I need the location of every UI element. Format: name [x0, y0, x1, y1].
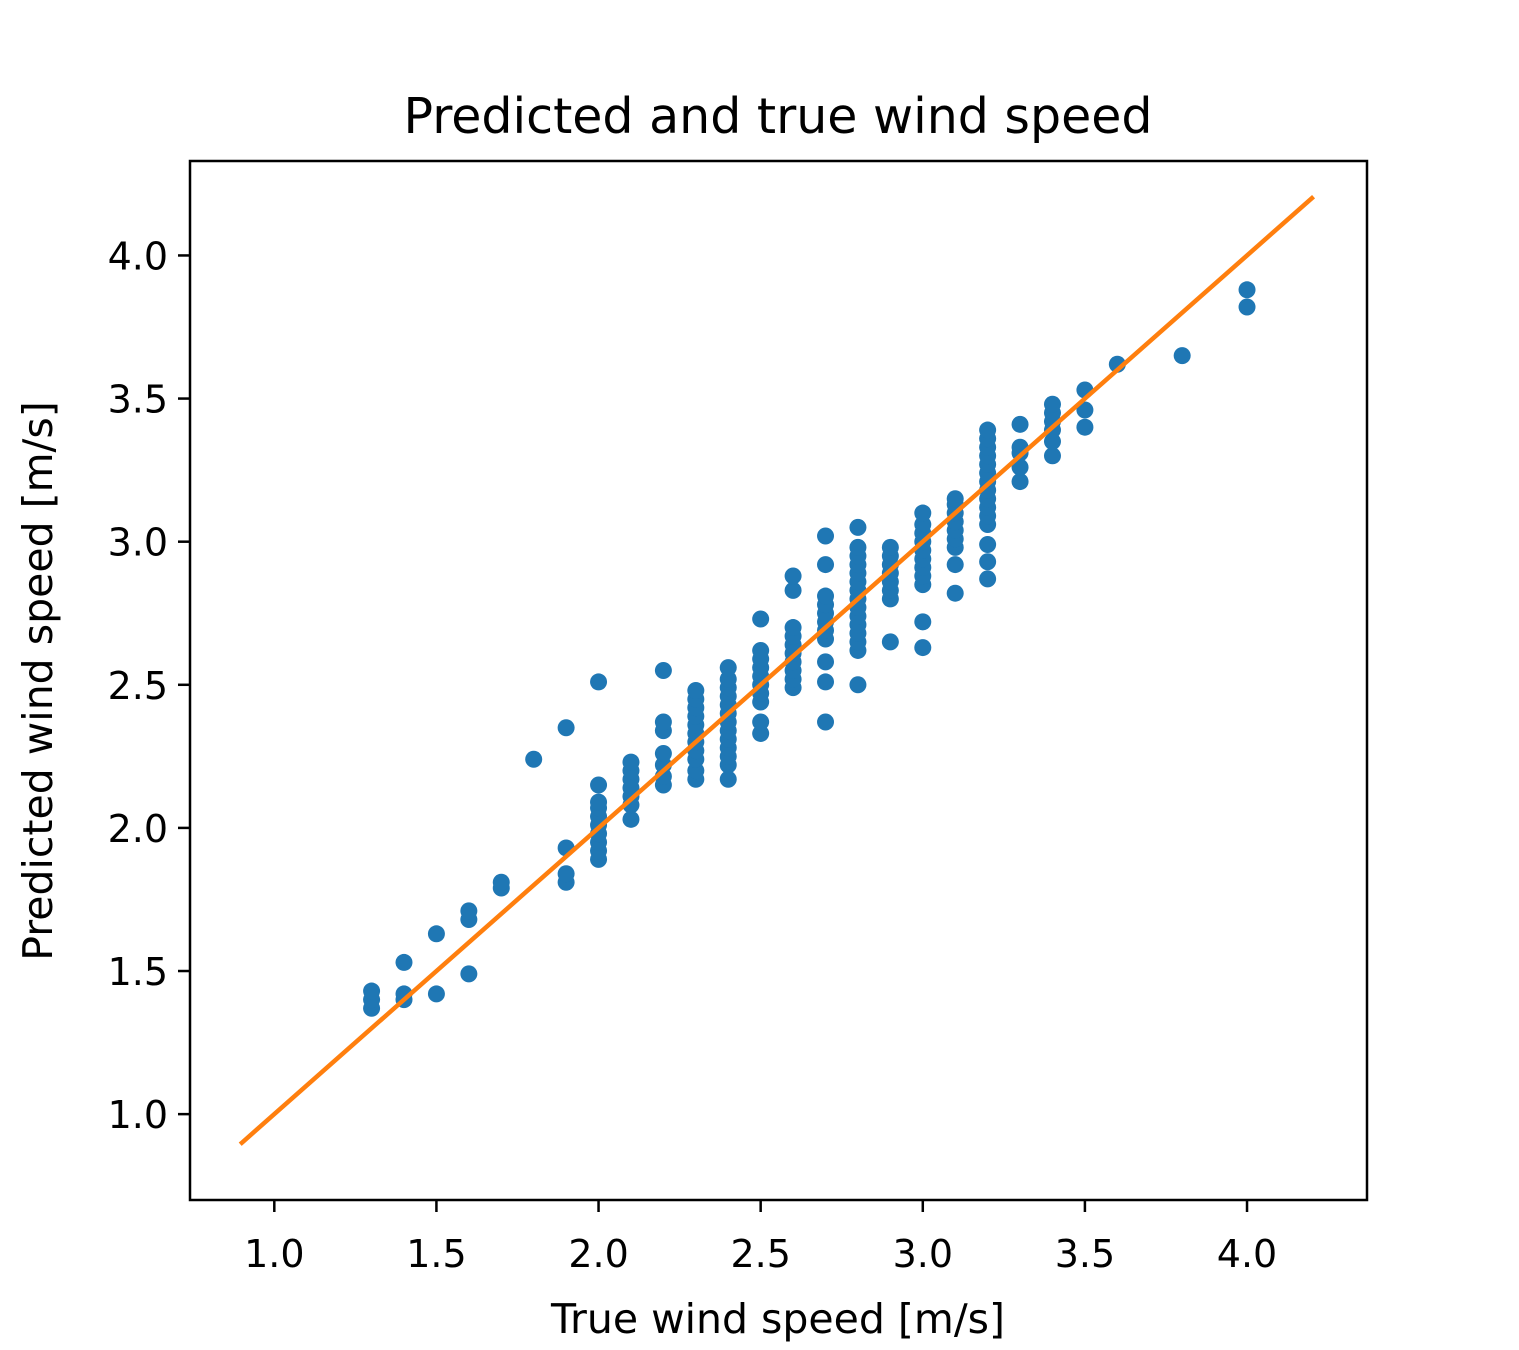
data-point	[914, 613, 932, 631]
y-tick-label: 1.5	[108, 950, 168, 994]
y-tick-label: 3.5	[108, 378, 168, 422]
y-tick-label: 4.0	[108, 234, 168, 278]
data-point	[622, 810, 640, 828]
data-point	[1043, 395, 1061, 413]
data-point	[557, 719, 575, 737]
x-tick-label: 3.0	[893, 1232, 953, 1276]
data-point	[622, 753, 640, 771]
data-point	[525, 750, 543, 768]
data-point	[946, 556, 964, 574]
data-point	[363, 982, 381, 1000]
data-point	[849, 676, 867, 694]
data-point	[557, 865, 575, 883]
data-point	[1238, 298, 1256, 316]
y-tick-label: 3.0	[108, 521, 168, 565]
data-point	[784, 567, 802, 585]
x-tick-label: 4.0	[1217, 1232, 1277, 1276]
data-point	[817, 587, 835, 605]
chart-title: Predicted and true wind speed	[404, 88, 1153, 145]
data-point	[1011, 458, 1029, 476]
data-point	[427, 985, 445, 1003]
data-point	[1173, 347, 1191, 365]
data-point	[427, 925, 445, 943]
data-point	[590, 793, 608, 811]
data-point	[1076, 418, 1094, 436]
data-point	[1011, 473, 1029, 491]
data-point	[752, 610, 770, 628]
data-marks	[238, 195, 1316, 1146]
y-tick-label: 1.0	[108, 1093, 168, 1137]
y-axis-label: Predicted wind speed [m/s]	[14, 401, 62, 960]
data-point	[719, 659, 737, 677]
data-point	[752, 641, 770, 659]
x-tick-label: 1.0	[244, 1232, 304, 1276]
data-point	[719, 770, 737, 788]
data-point	[687, 682, 705, 700]
identity-line	[238, 195, 1316, 1146]
data-point	[946, 490, 964, 508]
data-point	[590, 776, 608, 794]
x-tick-label: 1.5	[406, 1232, 466, 1276]
data-point	[979, 570, 997, 588]
data-point	[817, 527, 835, 545]
data-point	[460, 965, 478, 983]
data-point	[979, 553, 997, 571]
data-point	[849, 538, 867, 556]
data-point	[817, 653, 835, 671]
data-point	[590, 673, 608, 691]
data-point	[979, 421, 997, 439]
data-point	[654, 713, 672, 731]
data-point	[914, 504, 932, 522]
data-point	[881, 633, 899, 651]
plot-area: 1.0 1.5 2.0 2.5 3.0 3.5 4.0 1.0 1.5 2.0 2.5 3.0 3.5 4…	[108, 159, 1369, 1276]
data-point	[784, 581, 802, 599]
data-point	[946, 584, 964, 602]
axes-frame	[188, 159, 1369, 1202]
x-tick-label: 2.0	[568, 1232, 628, 1276]
data-point	[979, 536, 997, 554]
data-point	[460, 902, 478, 920]
y-tick-label: 2.5	[108, 664, 168, 708]
data-point	[914, 639, 932, 657]
data-point	[654, 661, 672, 679]
data-point	[881, 538, 899, 556]
data-point	[492, 873, 510, 891]
y-tick-label: 2.0	[108, 807, 168, 851]
x-tick-label: 2.5	[730, 1232, 790, 1276]
x-tick-label: 3.5	[1055, 1232, 1115, 1276]
data-point	[817, 713, 835, 731]
data-point	[1043, 447, 1061, 465]
scatter-series	[363, 281, 1256, 1017]
data-point	[817, 673, 835, 691]
data-point	[1076, 401, 1094, 419]
data-point	[784, 619, 802, 637]
data-point	[654, 744, 672, 762]
data-point	[817, 556, 835, 574]
data-point	[1238, 281, 1256, 299]
x-axis-label: True wind speed [m/s]	[550, 1295, 1005, 1343]
data-point	[752, 713, 770, 731]
data-point	[849, 518, 867, 536]
data-point	[1011, 415, 1029, 433]
data-point	[395, 953, 413, 971]
